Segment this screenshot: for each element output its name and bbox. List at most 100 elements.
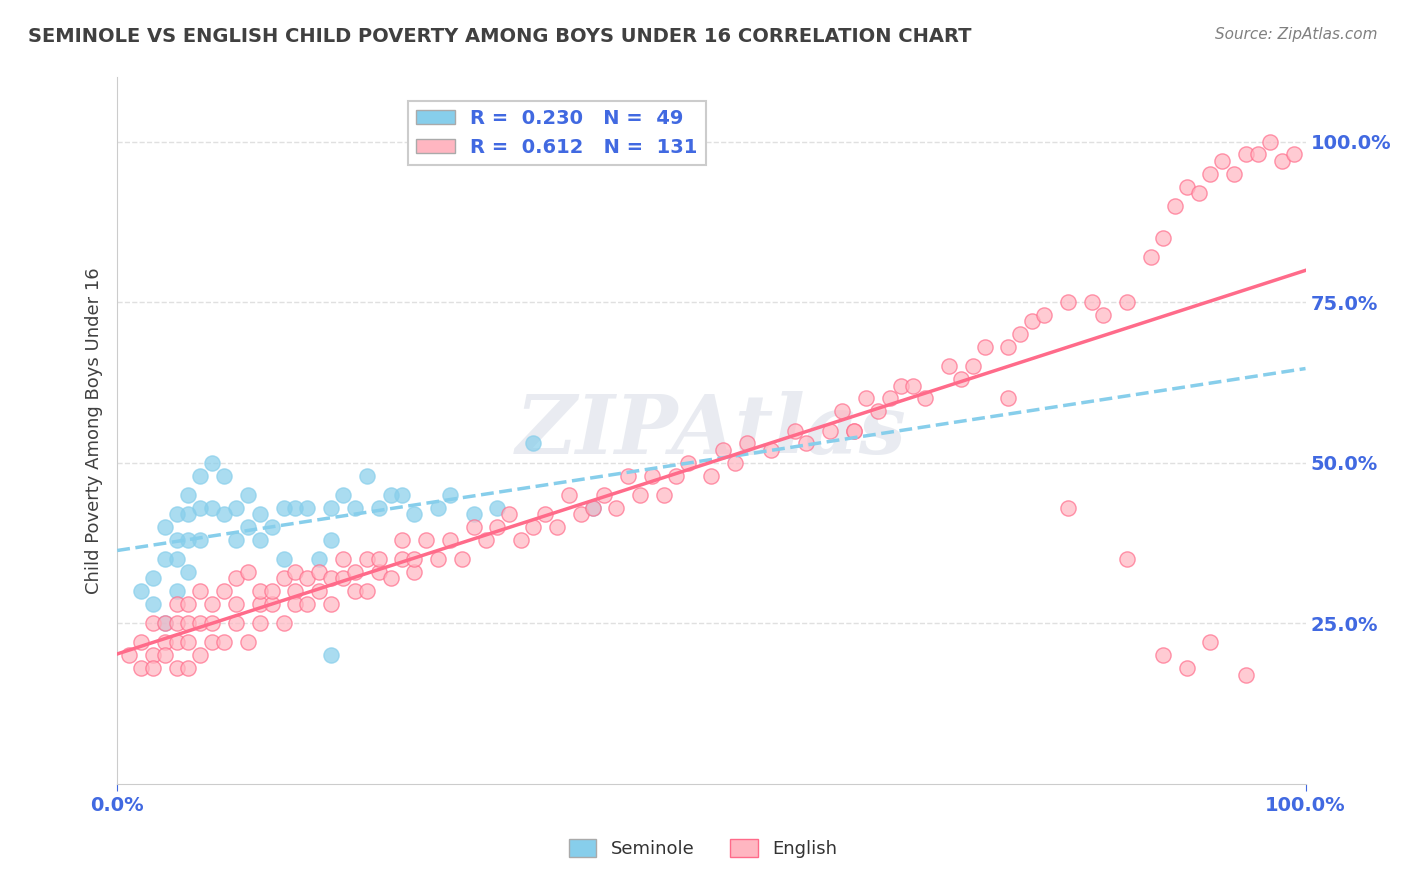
Point xyxy=(319,500,342,515)
Point xyxy=(319,571,342,585)
Point xyxy=(153,520,176,534)
Point xyxy=(1247,147,1270,161)
Text: SEMINOLE VS ENGLISH CHILD POVERTY AMONG BOYS UNDER 16 CORRELATION CHART: SEMINOLE VS ENGLISH CHILD POVERTY AMONG … xyxy=(28,27,972,45)
Point xyxy=(201,500,224,515)
Point xyxy=(735,436,758,450)
Point xyxy=(273,552,295,566)
Point xyxy=(1271,153,1294,168)
Point xyxy=(391,488,413,502)
Point xyxy=(319,597,342,611)
Point xyxy=(284,584,307,599)
Point xyxy=(249,507,271,521)
Point xyxy=(796,436,818,450)
Point xyxy=(855,392,877,406)
Point xyxy=(569,507,592,521)
Point xyxy=(1211,153,1233,168)
Point xyxy=(546,520,568,534)
Point xyxy=(129,661,152,675)
Point xyxy=(166,507,188,521)
Point xyxy=(284,565,307,579)
Point xyxy=(652,488,675,502)
Point xyxy=(404,507,426,521)
Point xyxy=(332,488,354,502)
Point xyxy=(450,552,472,566)
Legend: R =  0.230   N =  49, R =  0.612   N =  131: R = 0.230 N = 49, R = 0.612 N = 131 xyxy=(408,102,706,164)
Point xyxy=(212,468,235,483)
Point xyxy=(177,507,200,521)
Point xyxy=(439,533,461,547)
Point xyxy=(759,442,782,457)
Point xyxy=(1175,661,1198,675)
Point xyxy=(498,507,520,521)
Point xyxy=(273,616,295,631)
Point xyxy=(938,359,960,374)
Point xyxy=(142,648,165,663)
Point xyxy=(605,500,627,515)
Point xyxy=(343,584,366,599)
Point xyxy=(367,565,389,579)
Point xyxy=(153,616,176,631)
Point xyxy=(273,571,295,585)
Point xyxy=(236,488,259,502)
Y-axis label: Child Poverty Among Boys Under 16: Child Poverty Among Boys Under 16 xyxy=(86,268,103,594)
Point xyxy=(558,488,581,502)
Point xyxy=(177,597,200,611)
Point xyxy=(249,597,271,611)
Point xyxy=(153,552,176,566)
Point xyxy=(1092,308,1115,322)
Point xyxy=(118,648,141,663)
Point xyxy=(190,616,212,631)
Text: Source: ZipAtlas.com: Source: ZipAtlas.com xyxy=(1215,27,1378,42)
Point xyxy=(249,584,271,599)
Legend: Seminole, English: Seminole, English xyxy=(562,831,844,865)
Point xyxy=(343,500,366,515)
Point xyxy=(166,597,188,611)
Point xyxy=(129,584,152,599)
Point xyxy=(249,616,271,631)
Point xyxy=(1010,327,1032,342)
Point xyxy=(260,597,283,611)
Point xyxy=(166,635,188,649)
Point xyxy=(201,597,224,611)
Point xyxy=(1116,552,1139,566)
Point xyxy=(308,584,330,599)
Point xyxy=(201,456,224,470)
Point xyxy=(260,520,283,534)
Point xyxy=(973,340,995,354)
Point xyxy=(1234,667,1257,681)
Point xyxy=(142,661,165,675)
Point xyxy=(236,635,259,649)
Point xyxy=(177,533,200,547)
Point xyxy=(356,552,378,566)
Point xyxy=(1140,250,1163,264)
Point xyxy=(142,571,165,585)
Point xyxy=(201,635,224,649)
Point xyxy=(142,597,165,611)
Point xyxy=(153,616,176,631)
Point xyxy=(249,533,271,547)
Point xyxy=(297,571,319,585)
Point xyxy=(391,533,413,547)
Point xyxy=(1080,295,1102,310)
Point xyxy=(641,468,664,483)
Point xyxy=(842,424,865,438)
Point xyxy=(831,404,853,418)
Point xyxy=(463,507,485,521)
Point xyxy=(818,424,841,438)
Point xyxy=(997,392,1019,406)
Point xyxy=(284,500,307,515)
Point xyxy=(581,500,603,515)
Point xyxy=(260,584,283,599)
Point xyxy=(486,500,509,515)
Point xyxy=(166,661,188,675)
Point xyxy=(1056,500,1078,515)
Point xyxy=(1152,648,1174,663)
Point xyxy=(319,648,342,663)
Point xyxy=(190,533,212,547)
Point xyxy=(166,552,188,566)
Point xyxy=(427,552,450,566)
Point xyxy=(1175,179,1198,194)
Point xyxy=(949,372,972,386)
Point xyxy=(1199,635,1222,649)
Point xyxy=(510,533,533,547)
